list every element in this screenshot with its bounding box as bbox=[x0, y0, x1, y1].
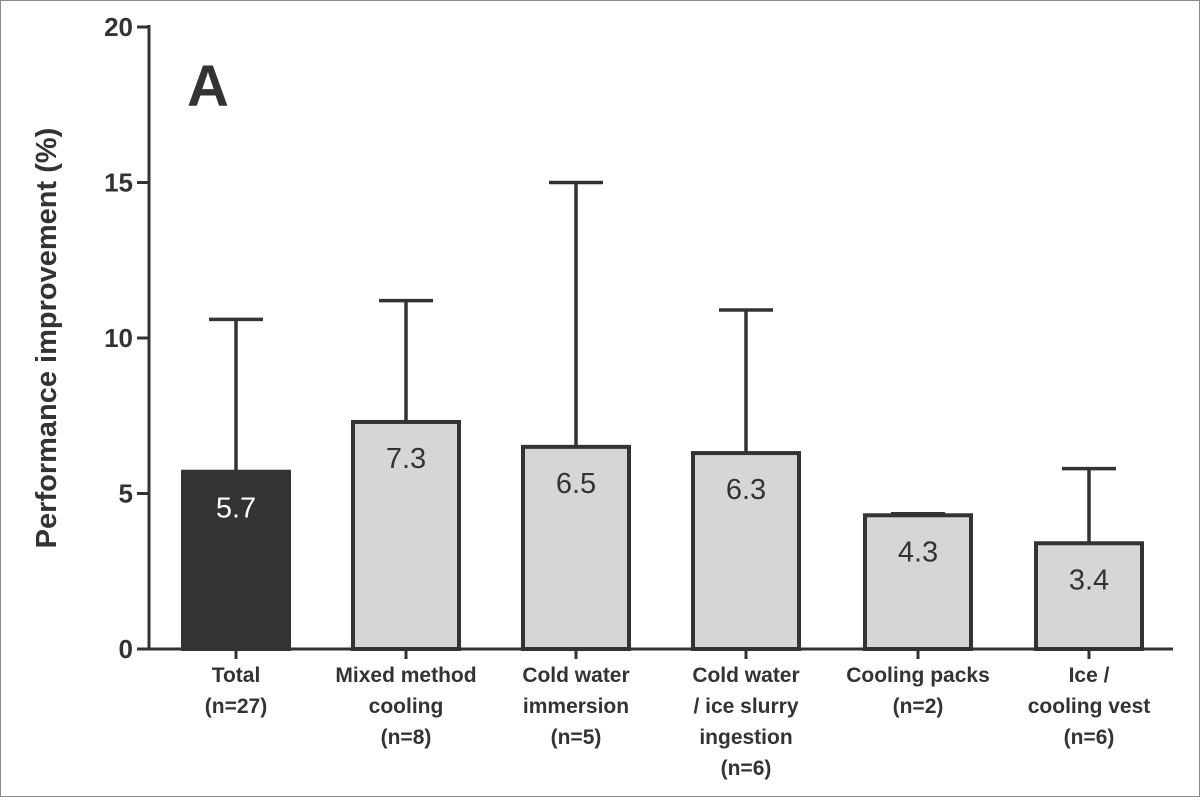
x-tick-label: Cooling packs bbox=[846, 664, 990, 687]
bar-value-label: 4.3 bbox=[898, 536, 938, 568]
x-tick-label: (n=27) bbox=[205, 695, 267, 718]
bar-value-label: 6.3 bbox=[726, 474, 766, 506]
y-tick-label: 15 bbox=[104, 168, 133, 198]
x-tick-label: / ice slurry bbox=[693, 695, 798, 718]
bar-value-label: 3.4 bbox=[1069, 564, 1109, 596]
axes: 0 5 10 15 20 bbox=[104, 12, 1173, 664]
x-axis-labels: Total (n=27) Mixed method cooling (n=8) Cold … bbox=[205, 664, 1150, 780]
x-tick-label: cooling vest bbox=[1028, 695, 1151, 718]
x-tick-label: immersion bbox=[523, 695, 629, 718]
y-tick-label: 10 bbox=[104, 323, 133, 353]
bar bbox=[351, 419, 461, 651]
x-tick-label: Mixed method bbox=[335, 664, 476, 687]
bar bbox=[691, 451, 801, 651]
bar-value-label: 5.7 bbox=[216, 493, 256, 525]
x-tick-label: (n=6) bbox=[1064, 726, 1115, 749]
x-tick-label: Ice / bbox=[1069, 664, 1110, 687]
y-tick-label: 20 bbox=[104, 12, 133, 42]
x-tick-label: Total bbox=[212, 664, 261, 687]
bars: 5.7 7.3 6.5 6.3 4.3 3.4 bbox=[181, 180, 1144, 652]
x-tick-label: ingestion bbox=[699, 726, 792, 749]
x-tick-label: (n=5) bbox=[551, 726, 602, 749]
bar-value-label: 6.5 bbox=[556, 468, 596, 500]
bar bbox=[521, 444, 631, 651]
x-tick-label: Cold water bbox=[522, 664, 629, 687]
x-tick-label: Cold water bbox=[692, 664, 799, 687]
bar bbox=[181, 469, 291, 652]
bar-value-label: 7.3 bbox=[386, 443, 426, 475]
x-tick-label: (n=6) bbox=[721, 757, 772, 780]
x-tick-label: (n=2) bbox=[893, 695, 944, 718]
panel-letter: A bbox=[187, 54, 229, 119]
x-tick-label: cooling bbox=[369, 695, 444, 718]
bar bbox=[863, 513, 973, 652]
x-tick-label: (n=8) bbox=[381, 726, 432, 749]
y-tick-label: 0 bbox=[119, 634, 133, 664]
bar bbox=[1034, 541, 1144, 652]
y-axis-label: Performance improvement (%) bbox=[31, 128, 63, 549]
y-tick-label: 5 bbox=[119, 479, 133, 509]
